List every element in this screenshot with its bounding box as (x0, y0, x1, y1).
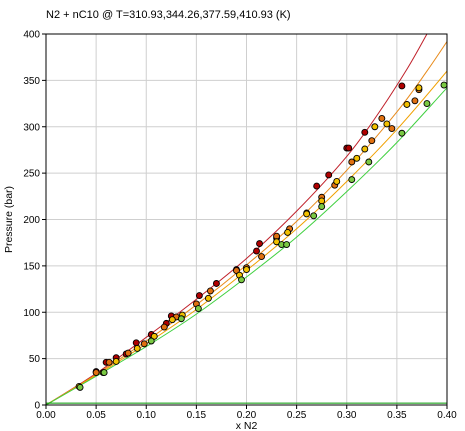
series-3-point (398, 129, 406, 137)
series-0-point (325, 171, 333, 179)
y-tick-label: 300 (23, 122, 40, 133)
series-1-point (388, 125, 396, 133)
series-1-point (92, 369, 100, 376)
series-2-point (371, 123, 379, 131)
x-tick-label: 0.10 (137, 410, 157, 421)
x-tick-label: 0.35 (387, 410, 407, 421)
y-tick-label: 0 (34, 401, 40, 412)
y-tick-label: 200 (23, 215, 40, 226)
series-0-point (195, 292, 203, 300)
y-tick-label: 350 (23, 76, 40, 87)
series-2-point (361, 145, 369, 153)
series-0-point (398, 82, 406, 90)
ticks-layer: 0.00 0.05 0.10 0.15 0.20 0.25 0.30 0.35 0.40 0 50 1… (23, 30, 457, 422)
series-3-point (194, 305, 202, 312)
series-2-point (112, 357, 120, 365)
series-0-point (345, 144, 353, 152)
series-1-point (273, 232, 281, 240)
y-tick-label: 100 (23, 308, 40, 319)
series-2-point (415, 84, 423, 92)
series-0-point (256, 240, 263, 248)
series-0-point (313, 182, 321, 190)
series-2-point (243, 266, 250, 274)
series-3-point (238, 276, 245, 284)
series-1-point (348, 158, 356, 166)
series-1-point (160, 323, 168, 331)
series-3-point (310, 212, 318, 220)
series-2-point (133, 344, 141, 352)
series-3-point (348, 176, 356, 184)
series-1-point (140, 340, 148, 348)
series-2-point (353, 154, 361, 162)
series-2-point (403, 101, 411, 108)
grid-layer (45, 33, 448, 406)
series-3-point (100, 369, 108, 376)
series-2-point (303, 210, 311, 218)
x-tick-label: 0.00 (36, 410, 56, 421)
series-2-point (204, 294, 212, 302)
points-layer (75, 81, 448, 391)
series-1-point (105, 358, 113, 366)
series-0-point (132, 339, 140, 347)
series-3-point (365, 158, 373, 166)
series-3-curve (46, 87, 447, 405)
series-0-point (253, 247, 260, 255)
y-tick-label: 50 (29, 354, 41, 365)
series-1-point (258, 253, 265, 261)
y-axis-label: Pressure (bar) (3, 186, 15, 253)
series-2-point (333, 178, 341, 185)
series-1-point (411, 97, 419, 105)
y-tick-label: 250 (23, 169, 40, 180)
x-tick-label: 0.05 (86, 410, 106, 421)
x-tick-label: 0.30 (337, 410, 357, 421)
x-axis-label: x N2 (236, 420, 258, 431)
series-2-point (318, 197, 326, 205)
series-0-point (361, 128, 369, 136)
x-tick-label: 0.25 (287, 410, 307, 421)
series-1-point (378, 114, 386, 122)
series-3-point (177, 315, 185, 323)
x-tick-label: 0.15 (187, 410, 207, 421)
series-3-point (147, 337, 155, 345)
y-tick-label: 400 (23, 30, 40, 41)
series-1-point (124, 349, 132, 357)
series-1-point (368, 137, 376, 145)
series-2-point (284, 229, 292, 236)
x-tick-label: 0.40 (437, 410, 457, 421)
series-3-point (440, 81, 448, 89)
series-3-point (283, 241, 291, 248)
series-3-point (423, 100, 431, 108)
x-tick-label: 0.20 (237, 410, 257, 421)
series-3-point (76, 383, 84, 391)
series-2-point (383, 120, 391, 128)
series-2-point (168, 316, 176, 324)
series-1-point (206, 287, 214, 295)
chart-title: N2 + nC10 @ T=310.93,344.26,377.59,410.9… (46, 9, 291, 21)
series-0-point (212, 280, 220, 287)
y-tick-label: 150 (23, 261, 40, 272)
series-3-point (318, 203, 326, 210)
